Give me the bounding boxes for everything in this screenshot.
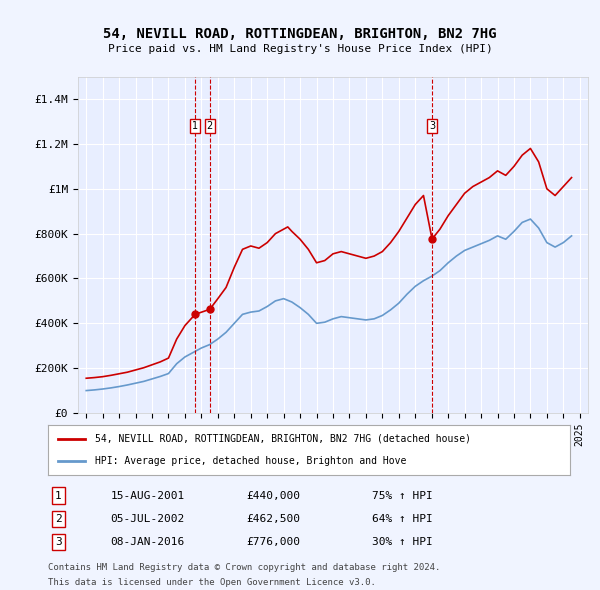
Text: 1: 1 (55, 491, 62, 501)
Text: £776,000: £776,000 (247, 537, 301, 547)
Text: 54, NEVILL ROAD, ROTTINGDEAN, BRIGHTON, BN2 7HG: 54, NEVILL ROAD, ROTTINGDEAN, BRIGHTON, … (103, 27, 497, 41)
Text: £462,500: £462,500 (247, 514, 301, 524)
Text: 30% ↑ HPI: 30% ↑ HPI (371, 537, 433, 547)
Text: Contains HM Land Registry data © Crown copyright and database right 2024.: Contains HM Land Registry data © Crown c… (48, 563, 440, 572)
Text: 1: 1 (192, 121, 198, 131)
Text: HPI: Average price, detached house, Brighton and Hove: HPI: Average price, detached house, Brig… (95, 456, 406, 466)
Text: 2: 2 (206, 121, 213, 131)
Text: Price paid vs. HM Land Registry's House Price Index (HPI): Price paid vs. HM Land Registry's House … (107, 44, 493, 54)
Text: £440,000: £440,000 (247, 491, 301, 501)
Text: 54, NEVILL ROAD, ROTTINGDEAN, BRIGHTON, BN2 7HG (detached house): 54, NEVILL ROAD, ROTTINGDEAN, BRIGHTON, … (95, 434, 471, 444)
Text: 08-JAN-2016: 08-JAN-2016 (110, 537, 185, 547)
Text: 3: 3 (55, 537, 62, 547)
Text: 15-AUG-2001: 15-AUG-2001 (110, 491, 185, 501)
Text: 3: 3 (429, 121, 435, 131)
Text: This data is licensed under the Open Government Licence v3.0.: This data is licensed under the Open Gov… (48, 578, 376, 587)
Text: 05-JUL-2002: 05-JUL-2002 (110, 514, 185, 524)
Text: 64% ↑ HPI: 64% ↑ HPI (371, 514, 433, 524)
Text: 75% ↑ HPI: 75% ↑ HPI (371, 491, 433, 501)
Text: 2: 2 (55, 514, 62, 524)
